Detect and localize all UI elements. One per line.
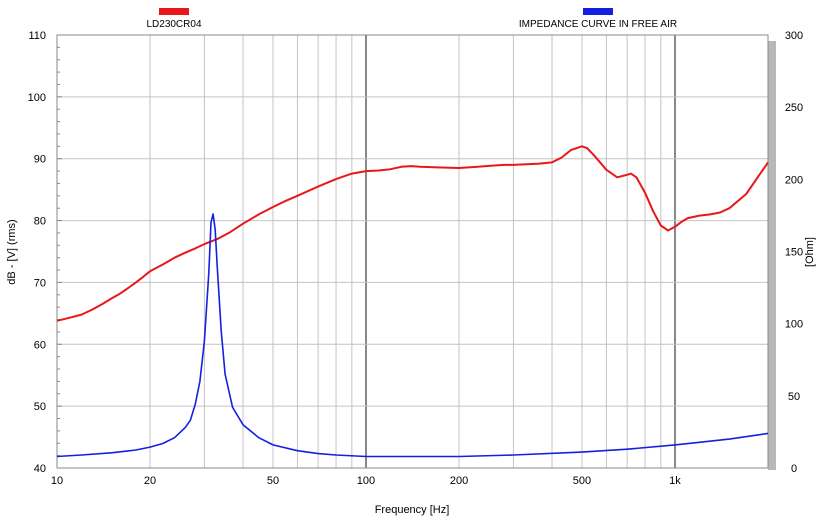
y2-tick-label: 300 [785,30,803,42]
y2-tick-label: 150 [785,247,803,259]
tick-labels: 10 20 50 100 200 500 1k 40 50 60 70 80 90 100 110 0 50 10… [28,30,804,487]
legend-label-spl: LD230CR04 [146,19,201,30]
legend-label-impedance: IMPEDANCE CURVE IN FREE AIR [519,19,677,30]
x-axis-title: Frequency [Hz] [375,504,450,516]
y-tick-label: 100 [28,92,46,104]
y2-tick-label: 50 [788,391,800,403]
y-tick-label: 110 [28,30,46,42]
impedance-curve-line [56,213,769,458]
x-tick-label: 1k [669,475,681,487]
y-tick-label: 50 [34,401,46,413]
y-tick-label: 60 [34,339,46,351]
y-tick-label: 90 [34,154,46,166]
plot-frame-shadow [768,41,776,470]
y-tick-label: 70 [34,277,46,289]
data-series [56,145,769,458]
x-tick-label: 20 [144,475,156,487]
y-tick-label: 80 [34,216,46,228]
legend-swatch-spl [159,8,189,15]
x-tick-label: 200 [450,475,468,487]
y2-tick-label: 0 [791,463,797,475]
x-tick-label: 500 [573,475,591,487]
y2-axis-title: [Ohm] [804,237,816,267]
legend: LD230CR04 IMPEDANCE CURVE IN FREE AIR [146,8,677,30]
legend-swatch-impedance [583,8,613,15]
spl-response-line [56,145,769,322]
y2-tick-label: 250 [785,102,803,114]
y2-tick-label: 100 [785,319,803,331]
y2-tick-label: 200 [785,174,803,186]
plot-area-border [56,34,769,469]
x-tick-label: 10 [51,475,63,487]
x-tick-label: 100 [357,475,375,487]
x-tick-label: 50 [267,475,279,487]
y-axis-title: dB - [V] (rms) [6,219,18,284]
grid-lines [57,34,769,469]
y-tick-label: 40 [34,463,46,475]
